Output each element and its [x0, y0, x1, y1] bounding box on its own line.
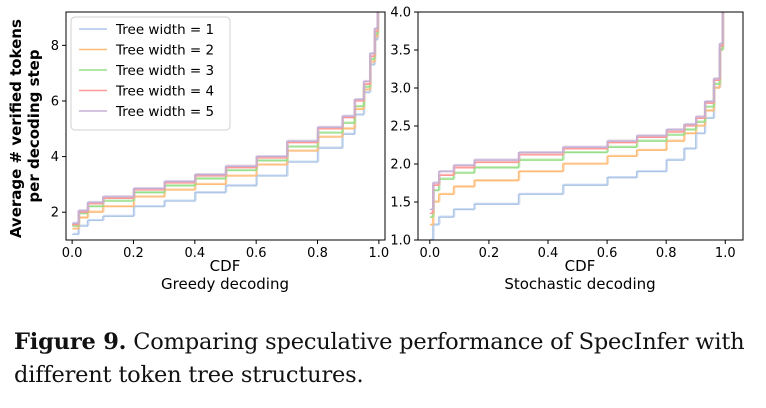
- stochastic-series-line-5-alt: [431, 12, 725, 210]
- stochastic-x-tick-label: 1.0: [715, 246, 736, 261]
- figure: 0.0 0.2 0.4 0.6 0.8 1.0 2 4 6 8 CDF Greedy decodi…: [7, 6, 744, 293]
- y-axis-label-line-2: per decoding step: [25, 49, 43, 202]
- stochastic-series-line-1-alt: [431, 12, 725, 240]
- legend-box: [70, 16, 231, 131]
- greedy-x-axis-label: CDF: [210, 257, 241, 275]
- stochastic-y-tick-label: 1.0: [390, 234, 411, 249]
- greedy-x-tick-label: 0.0: [62, 246, 83, 261]
- caption-text: Comparing speculative performance of Spe…: [14, 329, 745, 388]
- stochastic-y-tick-label: 1.5: [390, 196, 411, 211]
- greedy-x-tick-label: 0.6: [246, 246, 267, 261]
- stochastic-x-tick-label: 0.4: [538, 246, 559, 261]
- greedy-y-tick-label: 6: [51, 94, 59, 109]
- greedy-ticks: 0.0 0.2 0.4 0.6 0.8 1.0 2 4 6 8: [51, 39, 389, 261]
- legend-label-3: Tree width = 3: [115, 63, 214, 79]
- stochastic-series-line-2-alt: [431, 12, 725, 225]
- stochastic-y-tick-label: 2.5: [390, 120, 411, 135]
- greedy-x-tick-label: 0.8: [307, 246, 328, 261]
- greedy-series-line-5-alt: [73, 12, 380, 223]
- stochastic-y-tick-label: 3.5: [390, 44, 411, 59]
- legend-label-1: Tree width = 1: [115, 22, 214, 38]
- stochastic-chart: 0.0 0.2 0.4 0.6 0.8 1.01.01.52.02.53.03.54.0 …: [390, 6, 744, 293]
- greedy-plot-frame: [65, 11, 386, 241]
- legend-label-2: Tree width = 2: [115, 43, 214, 59]
- legend-label-4: Tree width = 4: [115, 84, 214, 100]
- legend-label-5: Tree width = 5: [115, 104, 214, 120]
- greedy-chart: 0.0 0.2 0.4 0.6 0.8 1.0 2 4 6 8 CDF Greedy decodi…: [7, 11, 389, 293]
- greedy-y-tick-label: 8: [51, 39, 59, 54]
- stochastic-series-line-4: [429, 12, 723, 215]
- greedy-x-tick-label: 1.0: [369, 246, 390, 261]
- figure-caption: Figure 9. Comparing speculative performa…: [14, 326, 759, 392]
- greedy-series-layer: [72, 12, 380, 236]
- stochastic-series-line-4-alt: [431, 12, 725, 214]
- greedy-series-line-5: [72, 12, 378, 224]
- stochastic-series-layer: [429, 12, 725, 241]
- stochastic-x-tick-label: 0.0: [419, 246, 440, 261]
- stochastic-ticks: 0.0 0.2 0.4 0.6 0.8 1.0 1.0 1.5 2.0 2.5 3.0 3.5 4.0: [390, 6, 735, 262]
- stochastic-x-tick-label: 0.2: [479, 246, 500, 261]
- caption-label: Figure 9.: [14, 329, 127, 355]
- y-axis-label: Average # verified tokens per decoding s…: [7, 14, 43, 238]
- stochastic-series-line-3: [429, 12, 723, 218]
- stochastic-series-line-1: [429, 12, 723, 241]
- greedy-x-tick-label: 0.2: [123, 246, 144, 261]
- greedy-y-tick-label: 4: [51, 150, 59, 165]
- y-axis-label-line-1: Average # verified tokens: [7, 19, 25, 238]
- stochastic-series-line-5: [429, 12, 723, 211]
- stochastic-x-axis-label: CDF: [565, 257, 596, 275]
- stochastic-series-line-2: [429, 12, 723, 226]
- legend: Tree width = 1 Tree width = 2 Tree width =…: [70, 16, 231, 131]
- greedy-y-tick-label: 2: [51, 206, 59, 221]
- stochastic-y-tick-label: 3.0: [390, 82, 411, 97]
- stochastic-y-tick-label: 4.0: [390, 6, 411, 21]
- stochastic-series-line-3-alt: [431, 12, 725, 217]
- stochastic-x-tick-label: 0.8: [656, 246, 677, 261]
- stochastic-y-tick-label: 2.0: [390, 158, 411, 173]
- greedy-x-tick-label: 0.4: [184, 246, 205, 261]
- stochastic-x-tick-label: 0.6: [597, 246, 618, 261]
- greedy-subtitle: Greedy decoding: [161, 275, 289, 293]
- stochastic-subtitle: Stochastic decoding: [504, 275, 655, 293]
